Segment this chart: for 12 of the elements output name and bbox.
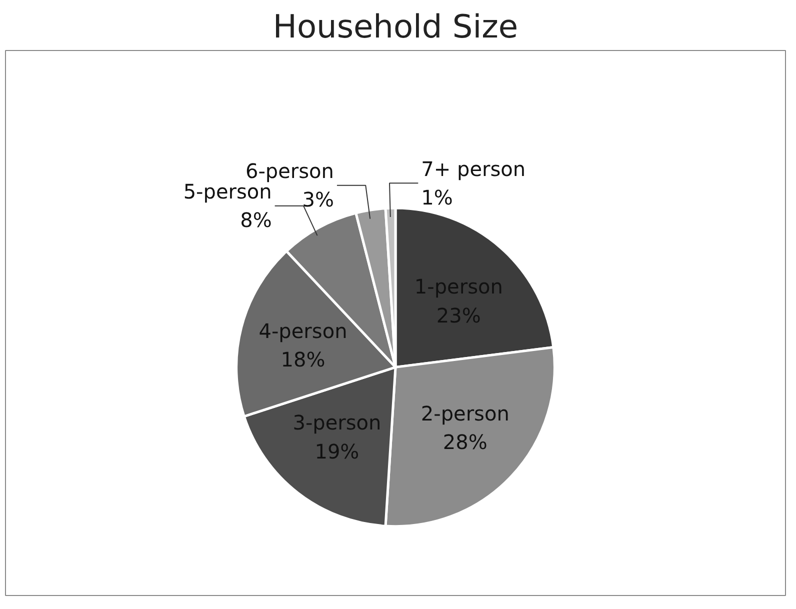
data-label: 3% [302,188,334,212]
slice-label: 6-person [245,158,334,183]
data-label: 8% [240,208,272,232]
slice-label: 2-person [420,401,510,426]
data-label: 18% [280,348,326,372]
data-label: 28% [442,430,488,454]
chart-title: Household Size [272,8,518,46]
data-label: 19% [314,439,360,464]
data-label: 1% [421,186,453,210]
slice-label: 7+ person [421,156,526,181]
slice-label: 4-person [258,318,348,343]
slice-label: 3-person [292,410,382,435]
